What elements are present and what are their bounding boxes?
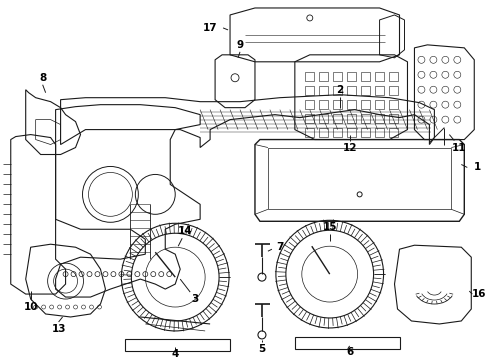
Bar	[360, 86, 369, 95]
Bar	[332, 100, 341, 109]
Text: 7: 7	[276, 242, 283, 252]
Text: 5: 5	[258, 344, 265, 354]
Bar	[346, 72, 355, 81]
Bar	[318, 86, 327, 95]
Bar	[346, 114, 355, 123]
Bar	[388, 114, 397, 123]
Bar	[374, 86, 383, 95]
Text: 14: 14	[178, 226, 192, 236]
Text: 4: 4	[171, 349, 179, 359]
Bar	[332, 114, 341, 123]
Bar	[360, 72, 369, 81]
Text: 8: 8	[39, 73, 46, 83]
Bar	[388, 100, 397, 109]
Bar	[125, 339, 229, 351]
Bar	[304, 114, 313, 123]
Bar	[318, 100, 327, 109]
Text: 13: 13	[51, 324, 66, 334]
Bar	[304, 127, 313, 136]
Text: 9: 9	[236, 40, 243, 50]
Bar	[374, 100, 383, 109]
Bar	[318, 72, 327, 81]
Text: 3: 3	[191, 294, 199, 304]
Bar	[346, 86, 355, 95]
Bar	[388, 72, 397, 81]
Bar	[360, 100, 369, 109]
Text: 2: 2	[335, 85, 343, 95]
Bar	[360, 127, 369, 136]
Bar	[304, 72, 313, 81]
Bar	[388, 86, 397, 95]
Bar	[318, 114, 327, 123]
Bar	[304, 100, 313, 109]
Bar	[332, 72, 341, 81]
Text: 11: 11	[451, 143, 466, 153]
Bar	[346, 100, 355, 109]
Text: 10: 10	[23, 302, 38, 312]
Text: 12: 12	[342, 143, 356, 153]
Bar	[374, 127, 383, 136]
Bar	[304, 86, 313, 95]
Text: 17: 17	[203, 23, 217, 33]
Bar	[318, 127, 327, 136]
Text: 6: 6	[346, 347, 352, 357]
Bar	[374, 114, 383, 123]
Bar	[294, 337, 399, 349]
Text: 16: 16	[471, 289, 486, 299]
Bar	[332, 127, 341, 136]
Bar	[388, 127, 397, 136]
Bar	[346, 127, 355, 136]
Bar	[332, 86, 341, 95]
Text: 15: 15	[322, 222, 336, 232]
Bar	[360, 114, 369, 123]
Text: 1: 1	[473, 162, 480, 172]
Bar	[374, 72, 383, 81]
